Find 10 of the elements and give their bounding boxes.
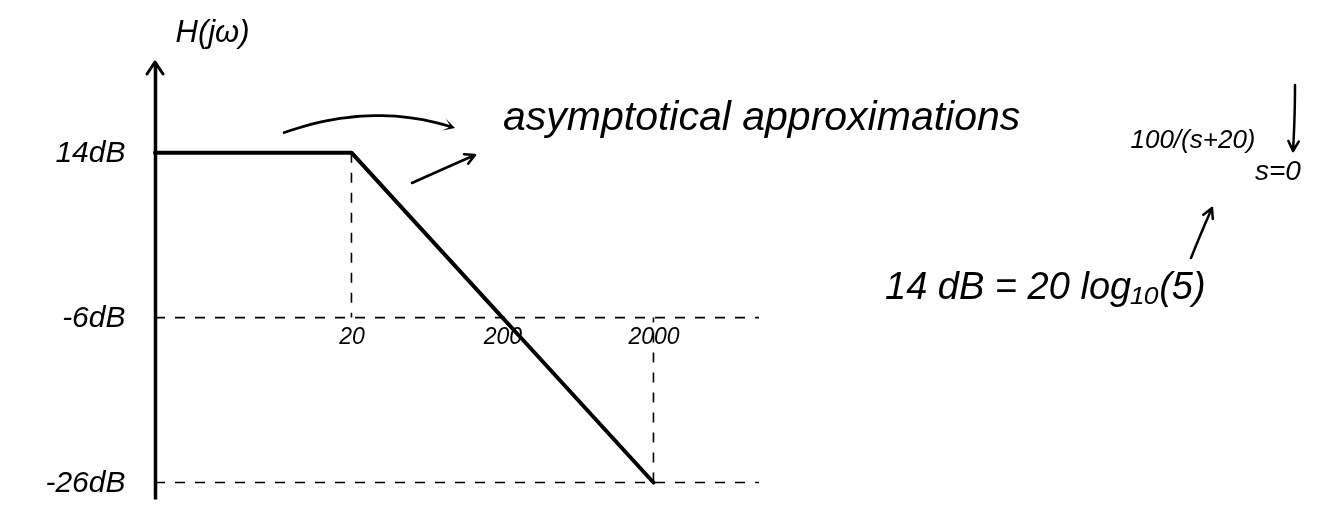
text: 14 dB = 20 log₁₀(5) xyxy=(885,265,1206,307)
y-axis-title: H(jω) xyxy=(175,13,250,49)
annotation: asymptotical approximations xyxy=(503,93,1021,139)
x-tick-label: 2000 xyxy=(627,323,680,350)
y-tick-label: 14dB xyxy=(55,135,126,169)
x-tick-label: 20 xyxy=(338,323,365,350)
text: 100/(s+20) xyxy=(1130,124,1256,154)
y-tick-label: -26dB xyxy=(45,465,126,499)
text: s=0 xyxy=(1255,155,1302,186)
y-tick-label: -6dB xyxy=(62,300,126,334)
